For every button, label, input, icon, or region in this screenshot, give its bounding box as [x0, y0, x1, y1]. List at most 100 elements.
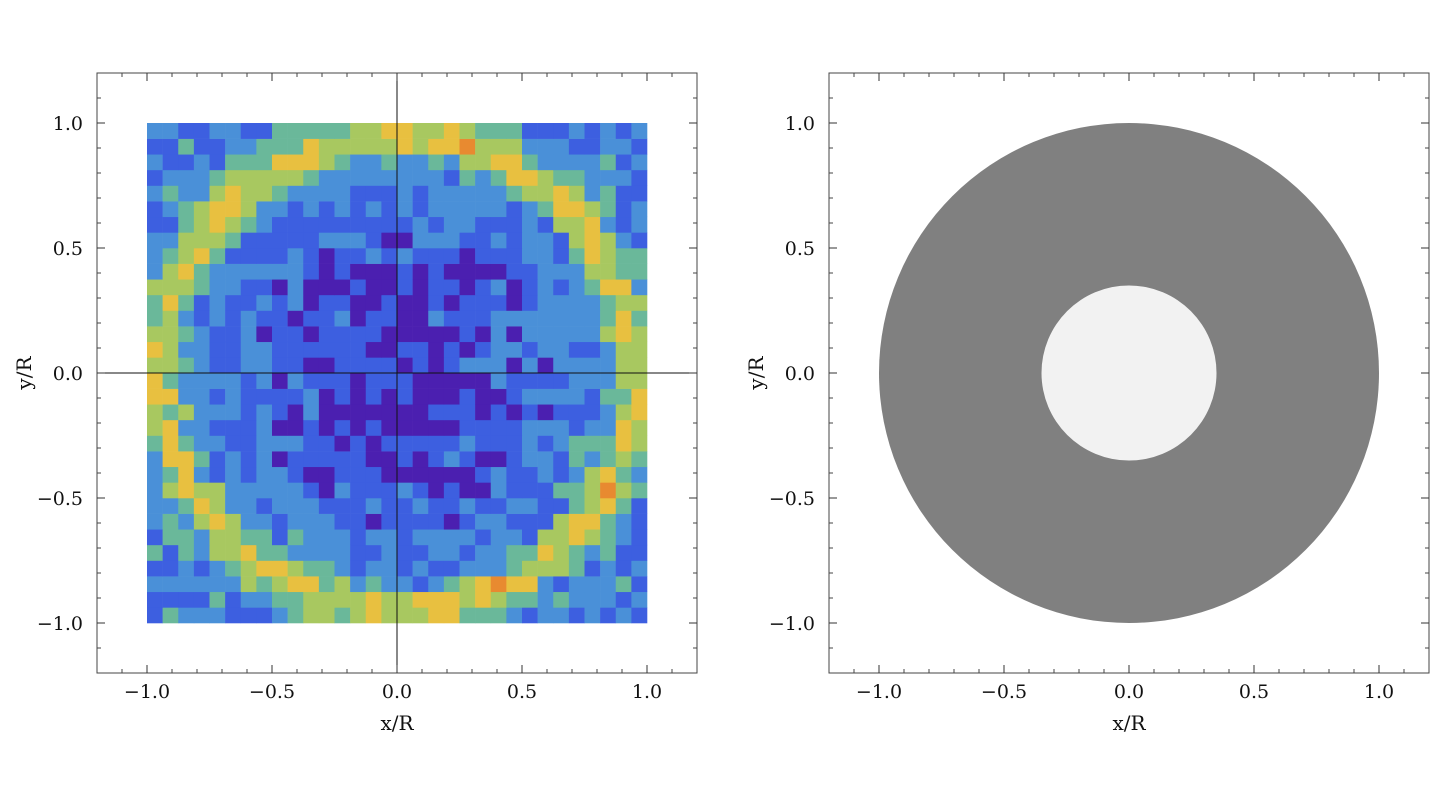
- heatmap-cell: [256, 138, 273, 155]
- heatmap-cell: [397, 169, 413, 186]
- heatmap-cell: [490, 263, 507, 280]
- heatmap-cell: [334, 466, 351, 483]
- heatmap-cell: [506, 591, 523, 608]
- heatmap-cell: [147, 388, 163, 405]
- heatmap-cell: [178, 419, 195, 436]
- heatmap-cell: [272, 607, 288, 624]
- heatmap-cell: [381, 185, 398, 202]
- heatmap-cell: [568, 341, 585, 358]
- heatmap-cell: [615, 482, 632, 499]
- heatmap-cell: [553, 466, 570, 483]
- heatmap-cell: [318, 123, 335, 139]
- heatmap-cell: [475, 294, 492, 311]
- heatmap-cell: [584, 232, 601, 249]
- heatmap-cell: [147, 216, 163, 233]
- heatmap-cell: [631, 576, 648, 593]
- heatmap-cell: [522, 154, 538, 171]
- heatmap-cell: [162, 388, 179, 405]
- heatmap-cell: [381, 138, 398, 155]
- heatmap-cell: [615, 326, 632, 343]
- y-tick-label: 0.0: [53, 363, 83, 385]
- heatmap-cell: [631, 560, 648, 577]
- heatmap-cell: [287, 482, 304, 499]
- heatmap-cell: [428, 591, 445, 608]
- heatmap-cell: [256, 201, 273, 218]
- heatmap-cell: [303, 404, 320, 421]
- heatmap-cell: [350, 248, 367, 264]
- heatmap-cell: [287, 466, 304, 483]
- heatmap-cell: [225, 435, 242, 452]
- heatmap-cell: [162, 607, 179, 624]
- heatmap-cell: [193, 544, 210, 561]
- heatmap-cell: [147, 419, 163, 436]
- heatmap-cell: [256, 544, 273, 561]
- heatmap-cell: [225, 138, 242, 155]
- heatmap-cell: [475, 201, 492, 218]
- heatmap-cell: [600, 279, 617, 296]
- heatmap-cell: [334, 419, 351, 436]
- heatmap-cell: [240, 482, 257, 499]
- heatmap-cell: [412, 263, 429, 280]
- heatmap-cell: [225, 310, 242, 327]
- heatmap-cell: [318, 560, 335, 577]
- heatmap-cell: [443, 435, 460, 452]
- heatmap-cell: [381, 201, 398, 218]
- heatmap-cell: [365, 216, 382, 233]
- heatmap-cell: [568, 513, 585, 530]
- heatmap-cell: [147, 482, 163, 499]
- heatmap-cell: [381, 466, 398, 483]
- heatmap-cell: [147, 201, 163, 218]
- heatmap-cell: [443, 404, 460, 421]
- heatmap-cell: [365, 544, 382, 561]
- heatmap-cell: [334, 373, 351, 389]
- heatmap-cell: [553, 404, 570, 421]
- heatmap-cell: [412, 466, 429, 483]
- heatmap-cell: [287, 357, 304, 374]
- heatmap-cell: [350, 529, 367, 546]
- heatmap-cell: [303, 451, 320, 468]
- heatmap-cell: [350, 435, 367, 452]
- heatmap-cell: [490, 310, 507, 327]
- heatmap-cell: [287, 310, 304, 327]
- heatmap-cell: [475, 576, 492, 593]
- heatmap-cell: [287, 513, 304, 530]
- heatmap-cell: [600, 341, 617, 358]
- x-tick-label: 1.0: [632, 681, 662, 703]
- heatmap-cell: [193, 451, 210, 468]
- heatmap-cell: [631, 279, 648, 296]
- heatmap-cell: [397, 576, 413, 593]
- heatmap-cell: [584, 513, 601, 530]
- heatmap-cell: [318, 404, 335, 421]
- heatmap-cell: [272, 435, 288, 452]
- heatmap-cell: [240, 560, 257, 577]
- heatmap-cell: [334, 576, 351, 593]
- heatmap-cell: [350, 169, 367, 186]
- heatmap-cell: [256, 419, 273, 436]
- heatmap-cell: [428, 482, 445, 499]
- heatmap-cell: [350, 263, 367, 280]
- heatmap-cell: [318, 451, 335, 468]
- heatmap-cell: [615, 123, 632, 139]
- heatmap-cell: [631, 607, 648, 624]
- heatmap-cell: [631, 154, 648, 171]
- heatmap-cell: [600, 419, 617, 436]
- heatmap-cell: [272, 310, 288, 327]
- heatmap-cell: [334, 482, 351, 499]
- heatmap-cell: [287, 591, 304, 608]
- heatmap-cell: [381, 294, 398, 311]
- heatmap-cell: [365, 388, 382, 405]
- heatmap-cell: [381, 326, 398, 343]
- heatmap-cell: [147, 404, 163, 421]
- heatmap-cell: [162, 435, 179, 452]
- heatmap-cell: [303, 560, 320, 577]
- heatmap-cell: [553, 123, 570, 139]
- heatmap-cell: [522, 263, 538, 280]
- heatmap-cell: [334, 498, 351, 514]
- heatmap-cell: [631, 123, 648, 139]
- heatmap-cell: [240, 466, 257, 483]
- heatmap-cell: [240, 263, 257, 280]
- heatmap-cell: [209, 388, 226, 405]
- heatmap-cell: [568, 576, 585, 593]
- heatmap-cell: [490, 466, 507, 483]
